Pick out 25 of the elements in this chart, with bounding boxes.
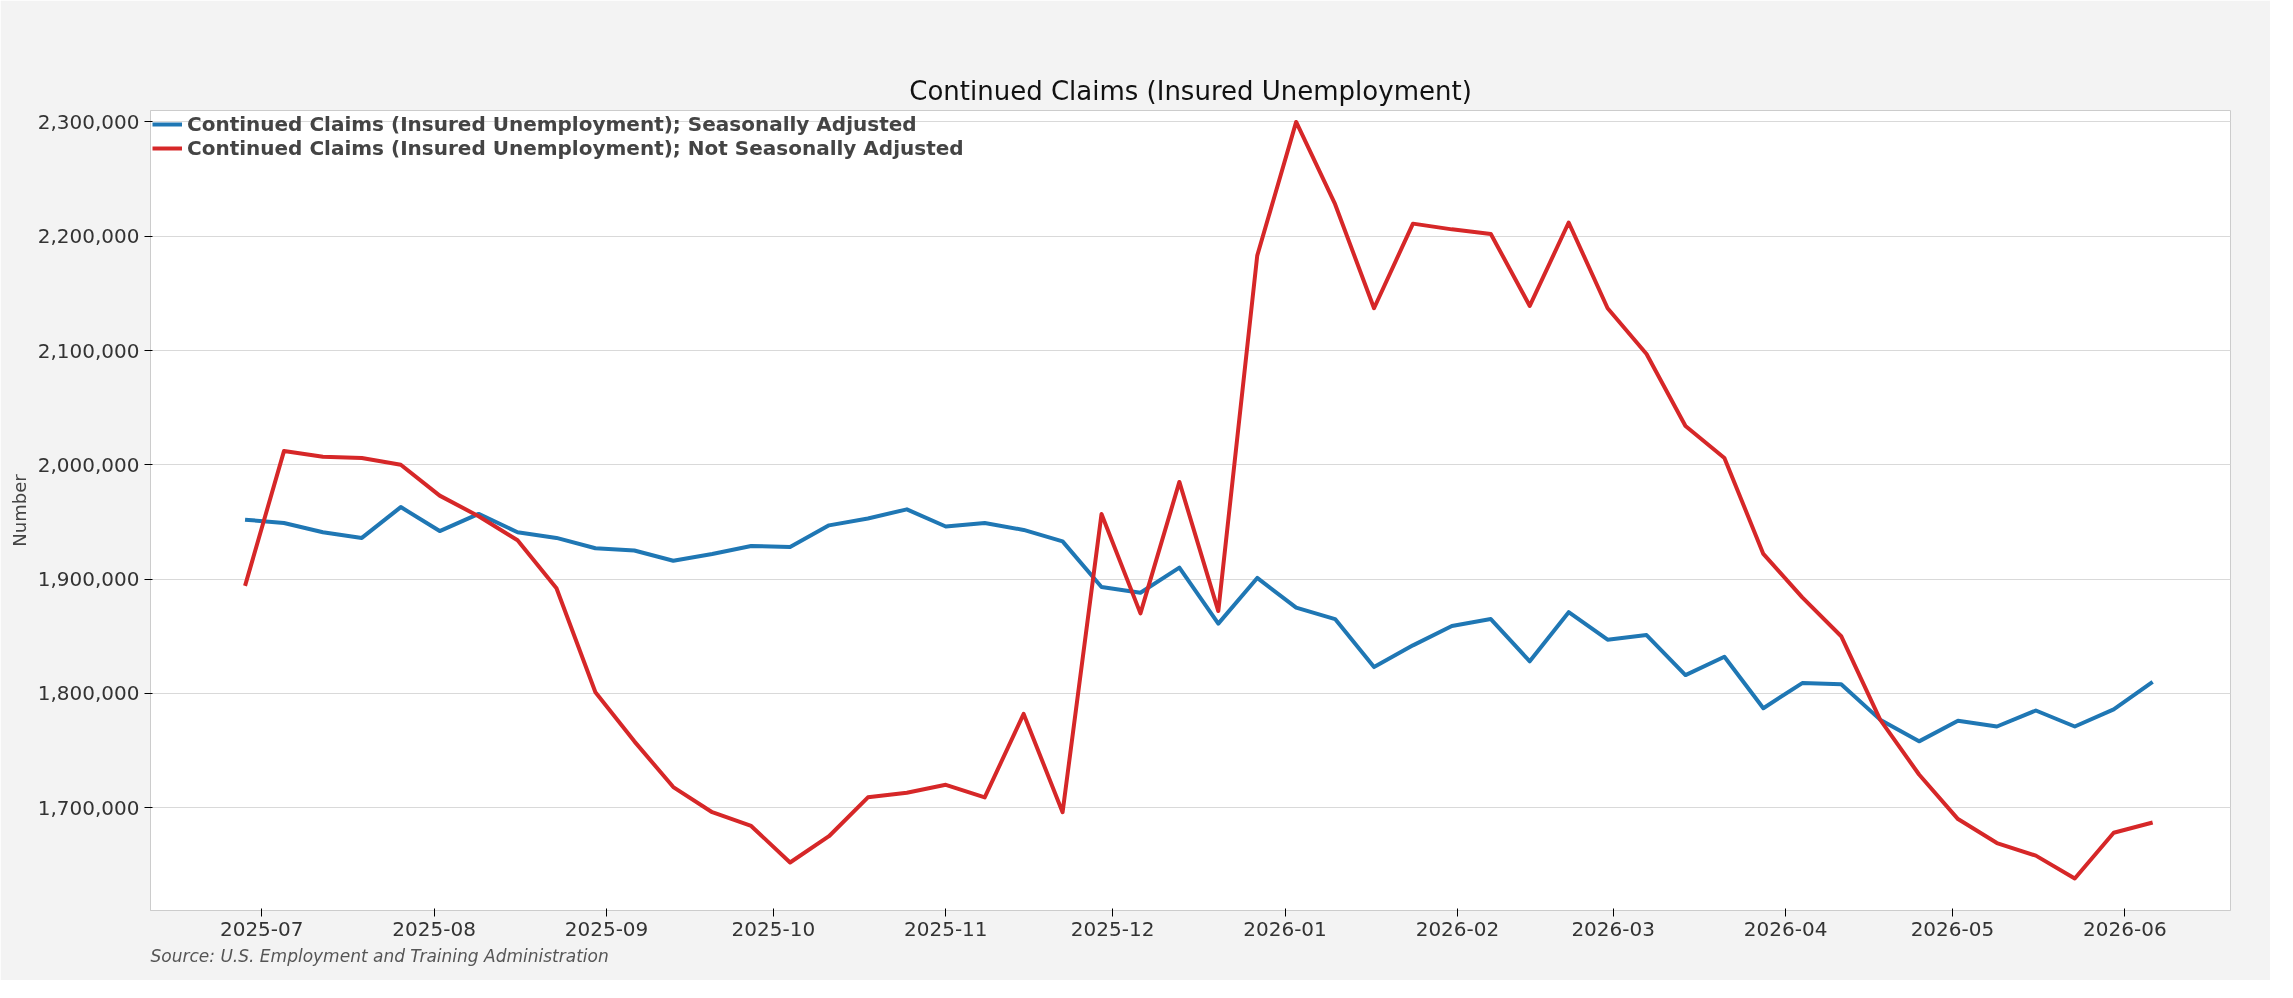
y-axis-title: Number [8,473,30,547]
x-tick-label: 2026-05 [1910,916,1995,941]
y-tick-label: 2,200,000 [37,224,140,249]
line-series [243,505,2155,744]
y-tick-label: 2,000,000 [37,452,140,477]
source-note: Source: U.S. Employment and Training Administration [150,945,609,966]
legend-label: Continued Claims (Insured Unemployment); Not Seasonally Adjusted [187,136,964,160]
x-tick-label: 2026-03 [1571,916,1655,941]
x-tick-label: 2025-10 [731,916,816,941]
y-tick-label: 1,900,000 [37,567,140,592]
y-tick-label: 1,800,000 [37,681,140,706]
chart-title: Continued Claims (Insured Unemployment) [909,75,1472,106]
y-tick-label: 2,300,000 [37,109,140,134]
x-tick-label: 2025-09 [564,916,649,941]
x-tick-label: 2025-07 [219,916,304,941]
x-tick-label: 2026-01 [1243,916,1327,941]
x-tick-label: 2026-02 [1415,916,1500,941]
legend-label: Continued Claims (Insured Unemployment); Seasonally Adjusted [187,112,917,136]
x-tick-label: 2025-11 [904,916,988,941]
x-tick-label: 2026-06 [2083,916,2167,941]
y-tick-label: 1,700,000 [37,795,140,820]
x-tick-label: 2026-04 [1743,916,1828,941]
x-tick-label: 2025-08 [392,916,476,941]
y-tick-label: 2,100,000 [37,338,140,363]
x-tick-label: 2025-12 [1070,916,1155,941]
